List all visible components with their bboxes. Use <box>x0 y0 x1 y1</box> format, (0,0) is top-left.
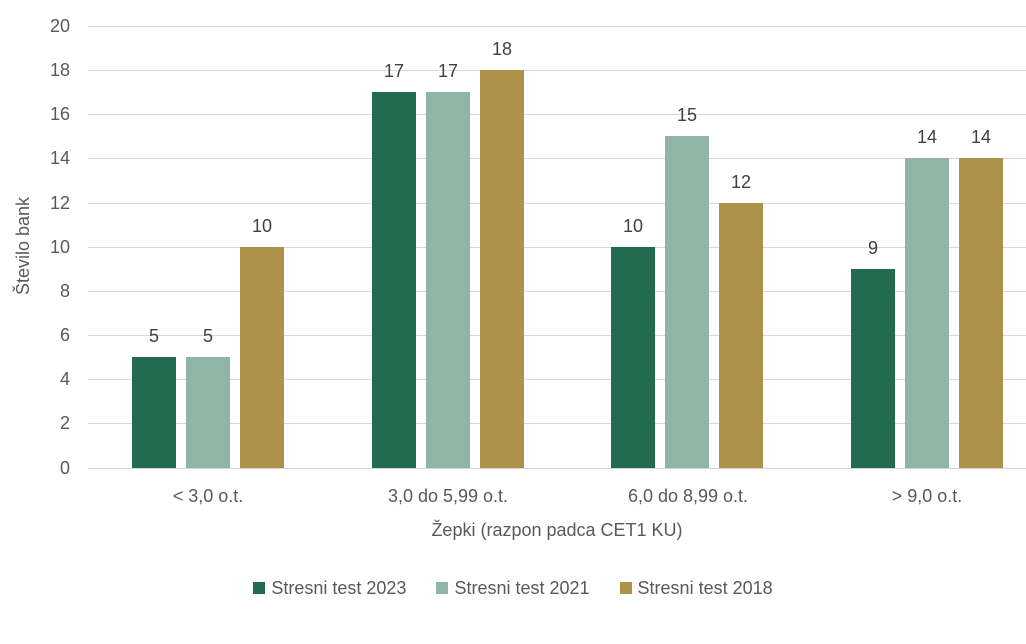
bar-stresni-test-2018 <box>959 158 1003 468</box>
y-tick-label: 8 <box>59 281 70 301</box>
y-tick-label: 20 <box>49 16 70 36</box>
bar-value-label: 17 <box>437 61 459 81</box>
y-tick-label: 16 <box>49 104 70 124</box>
legend-swatch-icon <box>253 582 266 594</box>
bar-value-label: 14 <box>970 127 992 147</box>
gridline <box>88 70 1026 71</box>
bar-value-label: 9 <box>867 238 878 258</box>
bar-stresni-test-2023 <box>611 247 655 468</box>
gridline <box>88 114 1026 115</box>
gridline <box>88 158 1026 159</box>
bar-stresni-test-2023 <box>851 269 895 468</box>
bar-value-label: 18 <box>491 39 513 59</box>
x-category-label: > 9,0 o.t. <box>891 486 963 506</box>
bar-value-label: 5 <box>148 326 159 346</box>
gridline <box>88 335 1026 336</box>
legend-label: Stresni test 2023 <box>271 578 407 598</box>
bar-value-label: 10 <box>251 216 273 236</box>
bar-value-label: 14 <box>916 127 938 147</box>
legend-swatch-icon <box>619 582 632 594</box>
bar-value-label: 5 <box>202 326 213 346</box>
y-tick-label: 18 <box>49 60 70 80</box>
x-category-label: < 3,0 o.t. <box>172 486 244 506</box>
legend-item: Stresni test 2018 <box>619 577 773 599</box>
y-tick-label: 12 <box>49 193 70 213</box>
bar-stresni-test-2018 <box>480 70 524 468</box>
y-tick-label: 0 <box>59 458 70 478</box>
y-tick-label: 2 <box>59 413 70 433</box>
gridline <box>88 247 1026 248</box>
bar-stresni-test-2018 <box>240 247 284 468</box>
bar-stresni-test-2021 <box>426 92 470 468</box>
legend-label: Stresni test 2021 <box>454 578 590 598</box>
gridline <box>88 423 1026 424</box>
bar-value-label: 10 <box>622 216 644 236</box>
bar-value-label: 12 <box>730 172 752 192</box>
bar-stresni-test-2023 <box>372 92 416 468</box>
bar-stresni-test-2021 <box>186 357 230 468</box>
gridline <box>88 26 1026 27</box>
legend-item: Stresni test 2021 <box>436 577 590 599</box>
bar-value-label: 15 <box>676 105 698 125</box>
gridline <box>88 379 1026 380</box>
bar-stresni-test-2021 <box>905 158 949 468</box>
y-tick-label: 6 <box>59 325 70 345</box>
gridline <box>88 468 1026 469</box>
bar-stresni-test-2023 <box>132 357 176 468</box>
y-tick-label: 10 <box>49 237 70 257</box>
y-tick-label: 4 <box>59 369 70 389</box>
bar-value-label: 17 <box>383 61 405 81</box>
gridline <box>88 291 1026 292</box>
legend-label: Stresni test 2018 <box>637 578 773 598</box>
legend-swatch-icon <box>436 582 449 594</box>
y-tick-label: 14 <box>49 148 70 168</box>
x-category-label: 3,0 do 5,99 o.t. <box>387 486 509 506</box>
bar-stresni-test-2021 <box>665 136 709 468</box>
x-category-label: 6,0 do 8,99 o.t. <box>627 486 749 506</box>
x-axis-title: Žepki (razpon padca CET1 KU) <box>431 520 683 540</box>
bar-stresni-test-2018 <box>719 203 763 468</box>
legend-item: Stresni test 2023 <box>253 577 406 599</box>
legend: Stresni test 2023 Stresni test 2021 Stresn… <box>0 577 1026 599</box>
gridline <box>88 203 1026 204</box>
